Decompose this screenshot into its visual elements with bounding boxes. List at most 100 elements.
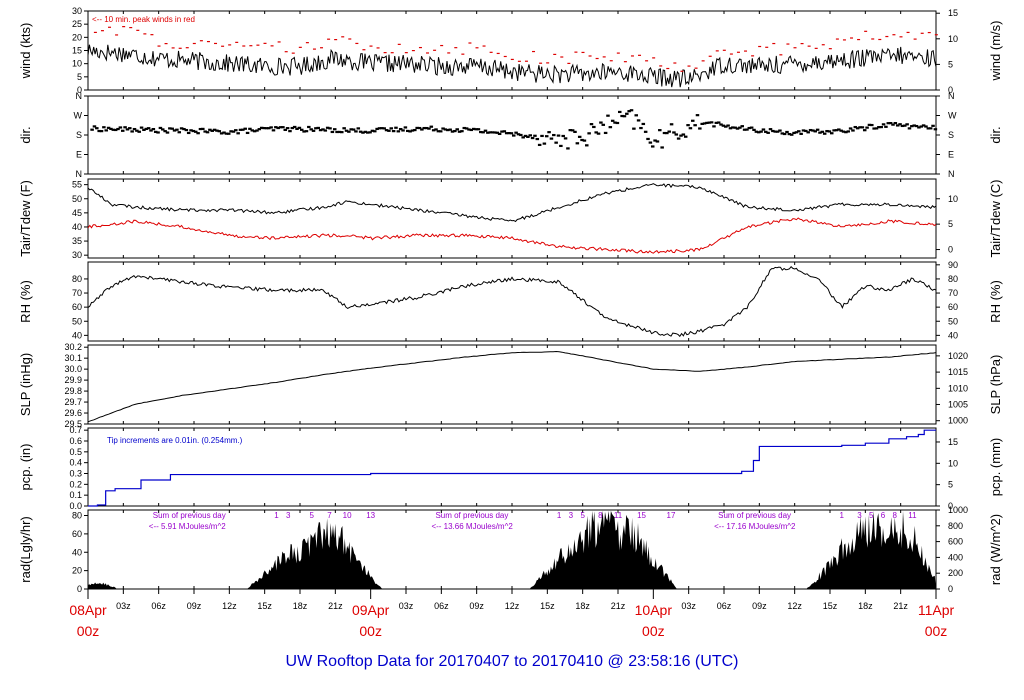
dir-point [660, 146, 664, 149]
dir-point [495, 131, 500, 134]
dir-point [368, 131, 372, 134]
hour-mark: 5 [310, 511, 315, 520]
dir-point [622, 115, 627, 118]
dir-point [924, 125, 928, 128]
dir-point [841, 130, 846, 133]
dir-point [179, 127, 184, 130]
right-tick-label: 40 [948, 330, 958, 340]
dir-point [205, 131, 210, 134]
panel-frame [87, 344, 937, 425]
right-tick-label: S [948, 130, 954, 140]
left-tick-label: 29.8 [64, 386, 82, 396]
dir-point [236, 132, 240, 135]
right-tick-label: 0 [948, 85, 953, 95]
hour-mark: 13 [366, 511, 375, 520]
dir-point [728, 127, 733, 130]
dir-point [768, 128, 773, 131]
y-axis-label: dir. [18, 126, 33, 143]
left-tick-label: 80 [72, 274, 82, 284]
dir-point [648, 141, 653, 144]
left-tick-label: 20 [72, 32, 82, 42]
dir-point [674, 133, 679, 136]
dir-point [92, 125, 97, 128]
rh-line [87, 265, 937, 338]
dir-point [573, 130, 577, 133]
dir-point [314, 127, 318, 130]
hour-mark: 1 [274, 511, 279, 520]
dir-point [594, 131, 598, 134]
day-label-date: 08Apr [69, 602, 107, 618]
dir-point [467, 128, 471, 131]
left-tick-label: 0.1 [69, 490, 82, 500]
dir-point [125, 128, 130, 131]
panel-wind: 0 5 10 15 20 25 30 0 5 10 15 wind (kts) wind (m/s) <-… [18, 6, 1003, 95]
dir-point [641, 122, 646, 126]
dir-point [778, 129, 782, 132]
dir-point [787, 132, 792, 136]
dir-point [585, 144, 589, 147]
dir-point [113, 128, 118, 132]
dir-point [297, 126, 302, 129]
dir-point [264, 127, 269, 130]
dir-point [384, 129, 389, 132]
dir-point [792, 131, 796, 135]
y-axis-label: pcp. (in) [18, 444, 33, 491]
dir-point [406, 129, 410, 133]
left-tick-label: 30.1 [64, 353, 82, 363]
dir-point [285, 127, 290, 130]
dir-point [603, 131, 608, 135]
dir-point [417, 126, 422, 130]
right-tick-label: 600 [948, 537, 963, 547]
pcp-note: Tip increments are 0.01in. (0.254mm.) [107, 436, 243, 445]
dir-point [137, 130, 141, 133]
dir-point [243, 127, 247, 130]
dir-point [747, 126, 752, 130]
dir-point [316, 126, 320, 130]
dir-point [726, 124, 730, 127]
right-tick-label: 15 [948, 8, 958, 18]
dir-point [698, 127, 702, 130]
dir-point [693, 124, 697, 127]
dir-point [410, 129, 415, 132]
dir-point [886, 122, 891, 125]
dir-point [427, 127, 431, 130]
y-axis-label-right: SLP (hPa) [988, 355, 1003, 415]
dir-point [519, 133, 523, 137]
dir-point [377, 127, 382, 130]
dir-point [135, 129, 139, 132]
dir-point [281, 126, 285, 129]
dir-point [592, 125, 596, 129]
dir-point [380, 127, 384, 130]
dir-point [106, 126, 111, 129]
dir-point [283, 128, 288, 132]
dir-point [898, 123, 902, 126]
hour-mark: 8 [598, 511, 603, 520]
dir-point [691, 119, 695, 122]
dir-point [151, 127, 156, 131]
panel-frame [87, 178, 937, 259]
dir-point [752, 128, 756, 131]
left-tick-label: 29.5 [64, 419, 82, 429]
dir-point [488, 131, 492, 134]
dir-point [304, 130, 309, 133]
dir-point [568, 129, 573, 132]
dir-point [921, 124, 926, 127]
dir-point [903, 124, 907, 127]
hour-mark: 7 [327, 511, 332, 520]
dir-point [575, 142, 580, 145]
x-tick-label: 12z [505, 601, 520, 611]
dir-point [891, 123, 895, 126]
dir-point [521, 136, 525, 139]
y-axis-label-right: wind (m/s) [988, 21, 1003, 82]
left-tick-label: 50 [72, 194, 82, 204]
dir-point [884, 125, 888, 128]
dir-point [229, 130, 233, 133]
dir-point [639, 126, 643, 130]
left-tick-label: 50 [72, 316, 82, 326]
dir-point [625, 112, 629, 115]
dir-point [846, 130, 850, 133]
dir-point [615, 121, 620, 125]
dir-point [365, 131, 370, 134]
radiation-area [88, 510, 936, 589]
